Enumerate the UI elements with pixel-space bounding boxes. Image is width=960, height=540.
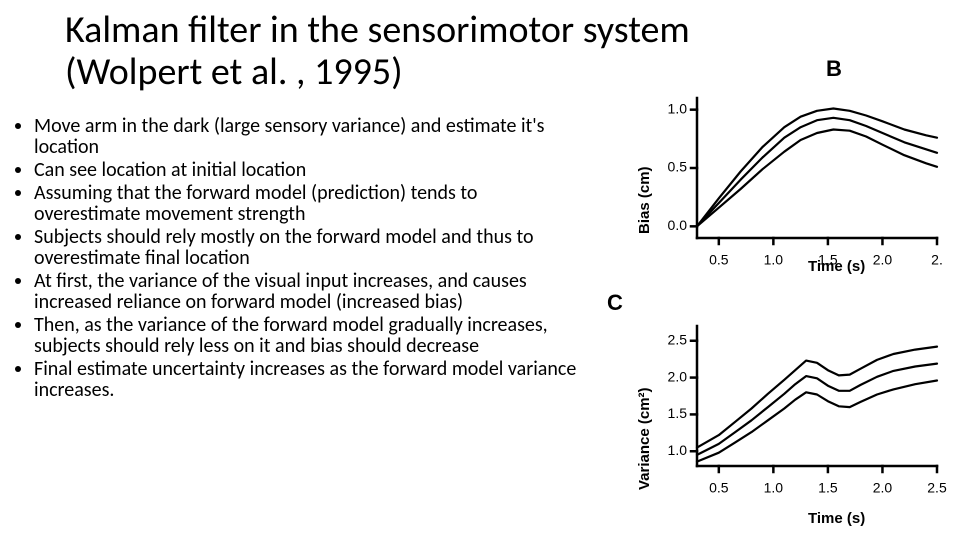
panel-b-xlabel: Time (s) [808,258,865,275]
bullet-item: At first, the variance of the visual inp… [34,271,588,313]
panel-b-chart: 0.51.01.52.02.0.00.51.0 [655,92,960,282]
svg-text:1.5: 1.5 [668,405,688,421]
slide: Kalman filter in the sensorimotor system… [0,0,960,540]
panel-c-chart: 0.5 1.0 1.5 2.0 2.5 1.0 1.5 2.0 2.5 [655,320,960,510]
title-line-1: Kalman filter in the sensorimotor system [65,7,690,53]
svg-text:0.5: 0.5 [668,159,688,175]
bullet-item: Then, as the variance of the forward mod… [34,315,588,357]
svg-text:1.0: 1.0 [668,442,688,458]
svg-text:1.0: 1.0 [764,251,784,267]
svg-text:2.0: 2.0 [873,479,893,495]
svg-text:2.0: 2.0 [873,251,893,267]
bullet-item: Subjects should rely mostly on the forwa… [34,227,588,269]
bullet-item: Assuming that the forward model (predict… [34,183,588,225]
svg-text:1.0: 1.0 [764,479,784,495]
panel-c-label: C [607,290,623,316]
svg-text:1.0: 1.0 [668,100,688,116]
panel-c-ylabel: Variance (cm²) [636,387,653,490]
svg-text:0.5: 0.5 [709,479,729,495]
bullet-item: Move arm in the dark (large sensory vari… [34,116,588,158]
panel-b-ylabel: Bias (cm) [636,166,653,234]
bullet-item: Can see location at initial location [34,160,588,181]
svg-text:2.: 2. [931,251,943,267]
slide-title: Kalman filter in the sensorimotor system… [65,10,925,94]
bullet-list: Move arm in the dark (large sensory vari… [18,116,588,403]
svg-text:1.5: 1.5 [818,479,838,495]
title-line-2: (Wolpert et al. , 1995) [65,49,403,95]
svg-text:2.5: 2.5 [927,479,947,495]
panel-b-label: B [826,56,842,82]
svg-text:2.0: 2.0 [668,368,688,384]
svg-text:0.0: 0.0 [668,217,688,233]
svg-text:0.5: 0.5 [709,251,729,267]
svg-text:2.5: 2.5 [668,331,688,347]
bullet-item: Final estimate uncertainty increases as … [34,359,588,401]
panel-c-xlabel: Time (s) [808,510,865,527]
